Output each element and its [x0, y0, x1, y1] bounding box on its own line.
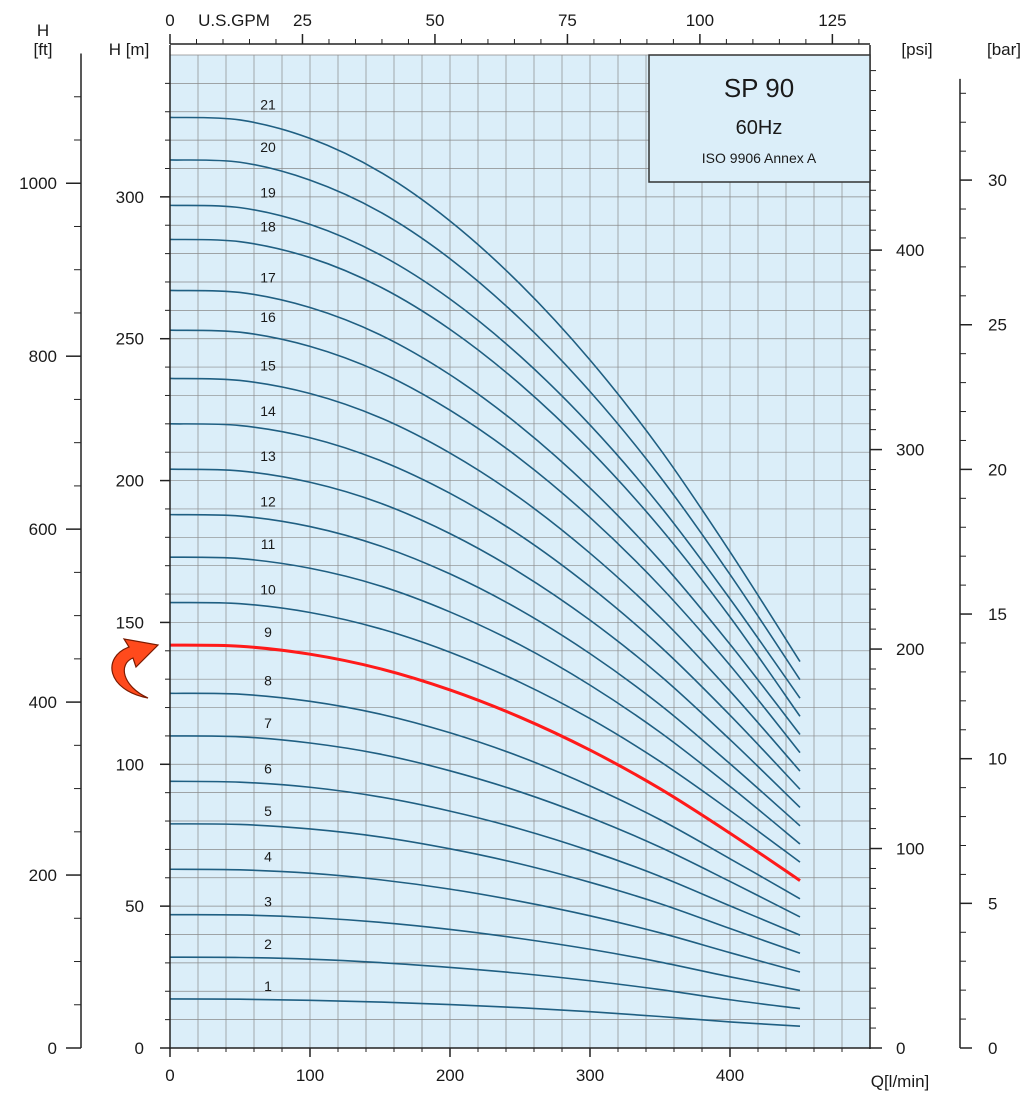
- y-tick-label: 250: [116, 330, 144, 349]
- curve-label-17: 17: [260, 269, 276, 285]
- psi-axis-label: [psi]: [901, 40, 932, 59]
- psi-tick-label: 0: [896, 1039, 905, 1058]
- highlight-arrow-icon: [111, 638, 160, 699]
- curve-16: [169, 329, 801, 754]
- x-tick-label: 300: [576, 1066, 604, 1085]
- y-tick-label: 150: [116, 613, 144, 632]
- bar-tick-label: 20: [988, 460, 1007, 479]
- curve-label-2: 2: [264, 936, 272, 952]
- curve-label-18: 18: [260, 218, 276, 234]
- curve-label-1: 1: [264, 978, 272, 994]
- curve-label-8: 8: [264, 672, 272, 688]
- gpm-tick-label: 50: [425, 11, 444, 30]
- curve-label-5: 5: [264, 803, 272, 819]
- psi-tick-label: 100: [896, 840, 924, 859]
- curve-20: [169, 159, 801, 681]
- bar-tick-label: 10: [988, 750, 1007, 769]
- psi-tick-label: 200: [896, 640, 924, 659]
- curve-3: [169, 913, 801, 992]
- x-axis-label: Q[l/min]: [871, 1072, 930, 1091]
- left-axis-label-unit: [ft]: [34, 40, 53, 59]
- chart-title: SP 90: [724, 73, 794, 103]
- curve-label-9: 9: [264, 624, 272, 640]
- chart-note: ISO 9906 Annex A: [702, 150, 817, 166]
- curve-label-3: 3: [264, 894, 272, 910]
- y-tick-label: 50: [125, 897, 144, 916]
- curve-7: [169, 735, 801, 918]
- curve-5: [169, 823, 801, 954]
- x-tick-label: 100: [296, 1066, 324, 1085]
- plot-background: [170, 55, 870, 1048]
- gpm-tick-label: 25: [293, 11, 312, 30]
- top-axis-label: U.S.GPM: [198, 11, 270, 30]
- ft-tick-label: 600: [29, 520, 57, 539]
- curve-label-16: 16: [260, 309, 276, 325]
- gpm-tick-label: 75: [558, 11, 577, 30]
- chart-subtitle: 60Hz: [736, 117, 783, 139]
- performance-curves: [169, 116, 801, 1027]
- curve-14: [169, 423, 801, 790]
- curve-label-13: 13: [260, 448, 276, 464]
- curve-13: [169, 468, 801, 808]
- curve-17: [169, 289, 801, 735]
- x-tick-label: 400: [716, 1066, 744, 1085]
- curve-21: [169, 116, 801, 663]
- curve-4: [169, 868, 801, 973]
- bar-tick-label: 30: [988, 171, 1007, 190]
- curve-label-19: 19: [260, 184, 276, 200]
- main-axis-label: H [m]: [109, 40, 150, 59]
- gpm-tick-label: 100: [686, 11, 714, 30]
- y-tick-label: 100: [116, 755, 144, 774]
- psi-tick-label: 400: [896, 241, 924, 260]
- gpm-tick-label: 0: [165, 11, 174, 30]
- y-tick-label: 200: [116, 472, 144, 491]
- curve-11: [169, 556, 801, 845]
- curve-label-20: 20: [260, 139, 276, 155]
- curve-label-7: 7: [264, 715, 272, 731]
- curve-label-12: 12: [260, 494, 276, 510]
- y-tick-label: 0: [135, 1039, 144, 1058]
- x-tick-label: 200: [436, 1066, 464, 1085]
- ft-tick-label: 0: [48, 1039, 57, 1058]
- bar-tick-label: 15: [988, 605, 1007, 624]
- bar-axis-label: [bar]: [987, 40, 1021, 59]
- bar-tick-label: 0: [988, 1039, 997, 1058]
- curve-15: [169, 377, 801, 772]
- curve-label-11: 11: [261, 536, 276, 552]
- ft-tick-label: 1000: [19, 174, 57, 193]
- title-box: SP 90 60Hz ISO 9906 Annex A: [648, 54, 871, 183]
- curve-label-4: 4: [264, 848, 272, 864]
- curve-label-14: 14: [260, 403, 276, 419]
- left-axis-label-h: H: [37, 21, 49, 40]
- curve-10: [169, 601, 801, 863]
- ft-tick-label: 200: [29, 866, 57, 885]
- y-tick-label: 300: [116, 188, 144, 207]
- curve-6: [169, 780, 801, 936]
- curve-label-6: 6: [264, 760, 272, 776]
- x-tick-label: 0: [165, 1066, 174, 1085]
- curve-19: [169, 204, 801, 699]
- curve-8: [169, 692, 801, 900]
- curve-1: [169, 998, 801, 1027]
- gpm-tick-label: 125: [818, 11, 846, 30]
- curve-12: [169, 513, 801, 827]
- curve-label-10: 10: [260, 582, 276, 598]
- curve-9: [169, 643, 801, 882]
- curve-label-15: 15: [260, 357, 276, 373]
- bar-tick-label: 25: [988, 316, 1007, 335]
- psi-tick-label: 300: [896, 441, 924, 460]
- bar-tick-label: 5: [988, 894, 997, 913]
- ft-tick-label: 400: [29, 693, 57, 712]
- curve-18: [169, 238, 801, 717]
- ft-tick-label: 800: [29, 347, 57, 366]
- curve-label-21: 21: [260, 96, 276, 112]
- curve-2: [169, 956, 801, 1010]
- title-box-frame: [648, 54, 871, 183]
